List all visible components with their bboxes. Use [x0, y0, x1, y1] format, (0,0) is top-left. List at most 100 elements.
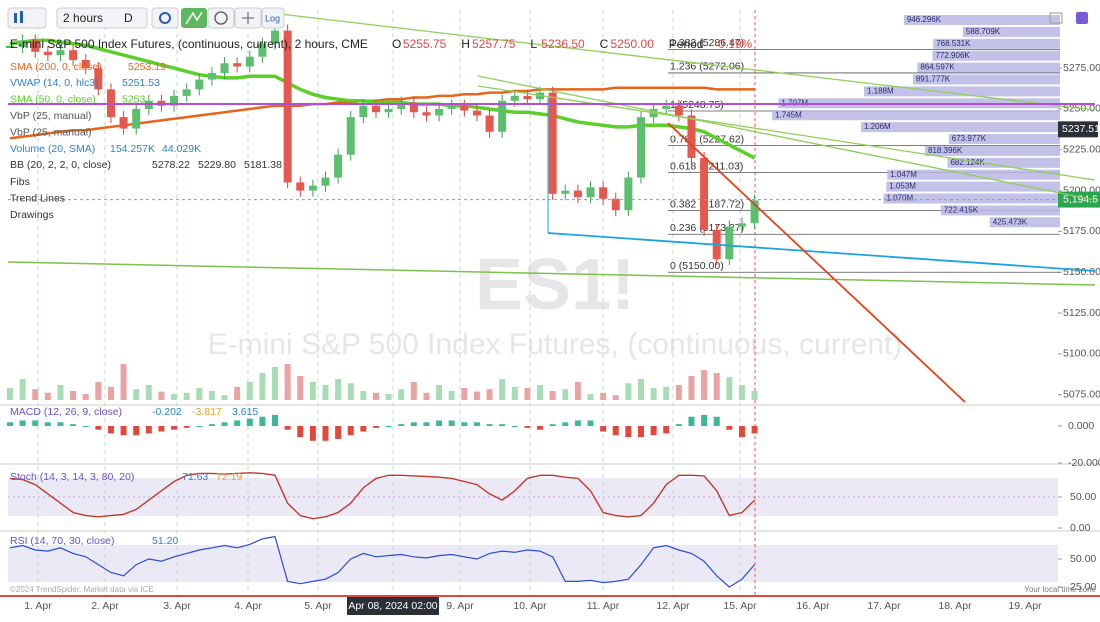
candle	[662, 105, 671, 109]
watermark-name: E-mini S&P 500 Index Futures, (continuou…	[208, 328, 903, 361]
ohlc-value: 5255.75	[403, 37, 447, 51]
log-button[interactable]	[261, 7, 285, 29]
candle	[69, 50, 78, 60]
macd-histogram-bar	[158, 425, 165, 432]
candle	[384, 108, 393, 113]
indicator-legend: RSI (14, 70, 30, close)	[10, 535, 114, 547]
macd-histogram-bar	[183, 425, 190, 428]
volume-bar	[385, 394, 392, 400]
candle	[573, 190, 582, 198]
volume-bar	[738, 385, 745, 400]
ohlc-value: -0.19%	[714, 37, 752, 51]
macd-histogram-bar	[436, 420, 443, 426]
volume-profile-label: 864.597K	[920, 63, 955, 72]
candle	[674, 105, 683, 116]
x-tick-label: 4. Apr	[234, 600, 262, 612]
volume-bar	[701, 370, 708, 400]
candle	[271, 30, 280, 44]
trend-line	[7, 261, 1096, 286]
volume-profile-bar	[989, 217, 1060, 228]
volume-bar	[171, 394, 178, 400]
volume-bar	[57, 385, 64, 400]
macd-histogram-bar	[638, 425, 644, 438]
last-price-tag	[1058, 121, 1098, 138]
volume-bar	[360, 391, 367, 400]
macd-histogram-bar	[246, 418, 253, 426]
volume-bar	[183, 392, 190, 400]
macd-histogram-bar	[32, 420, 39, 426]
ohlc-label: H	[461, 37, 470, 51]
icon[interactable]	[1076, 12, 1088, 24]
volume-bar	[751, 391, 758, 400]
y-tick-label: 5175.00	[1063, 225, 1100, 237]
fib-label: 0 (5150.00)	[670, 260, 724, 272]
trend-line	[547, 232, 1096, 272]
candle	[750, 200, 759, 224]
indicator-legend: MACD (12, 26, 9, close)	[10, 406, 122, 418]
volume-bar	[107, 386, 114, 400]
candle	[460, 105, 469, 111]
x-tick-label: 16. Apr	[796, 600, 830, 612]
volume-bar	[499, 379, 506, 400]
study-name: SMA (50, 0, close)	[10, 94, 96, 106]
y-tick-label: 5100.00	[1063, 348, 1100, 360]
volume-profile-label: 1.047M	[890, 170, 917, 179]
icon[interactable]	[1049, 12, 1063, 24]
chart-type-button[interactable]	[7, 7, 47, 29]
y-tick-label: 5075.00	[1063, 388, 1100, 400]
volume-bar	[246, 382, 253, 400]
chart-title: E-mini S&P 500 Index Futures, (continuou…	[10, 37, 368, 51]
study-name: VWAP (14, 0, hlc3)	[10, 77, 99, 89]
candle	[132, 108, 141, 129]
volume-profile-bar	[886, 181, 1060, 192]
candle	[624, 177, 633, 211]
macd-histogram-bar	[57, 422, 64, 426]
x-tick-label: 19. Apr	[1008, 600, 1042, 612]
y-tick-label: 5275.00	[1063, 62, 1100, 74]
indicator-value: -3.817	[192, 406, 222, 418]
volume-profile-label: 1.206M	[864, 122, 891, 131]
macd-histogram-bar	[297, 425, 304, 438]
volume-profile-label: 682.124K	[950, 158, 985, 167]
volume-bar	[335, 379, 342, 400]
volume-bar	[486, 389, 493, 400]
macd-histogram-bar	[347, 425, 354, 436]
timezone: Your local time zone	[1024, 585, 1096, 594]
x-tick-label: 9. Apr	[446, 600, 474, 612]
macd-histogram-bar	[145, 425, 152, 434]
macd-histogram-bar	[751, 425, 758, 434]
volume-profile-label: 772.906K	[935, 51, 970, 60]
volume-bar	[410, 382, 417, 400]
macd-histogram-bar	[410, 422, 417, 426]
indicator-value: -0.202	[152, 406, 182, 418]
trend-line	[477, 75, 1096, 201]
volume-bar	[511, 386, 518, 400]
trend-line	[477, 85, 1096, 181]
volume-bar	[448, 391, 455, 400]
macd-histogram-bar	[713, 416, 720, 426]
volume-bar	[638, 379, 644, 400]
candle	[220, 63, 229, 74]
volume-bar	[688, 376, 695, 400]
x-tick-label: 15. Apr	[723, 600, 757, 612]
interval-select[interactable]	[56, 7, 148, 29]
macd-histogram-bar	[234, 420, 241, 426]
volume-bar	[537, 385, 544, 400]
time-button[interactable]	[207, 7, 235, 29]
icon	[242, 12, 254, 24]
candle	[296, 182, 305, 191]
ohlc-label: C	[600, 37, 609, 51]
candle	[207, 73, 216, 80]
volume-bar	[436, 385, 443, 400]
study-name: BB (20, 2, 2, 0, close)	[10, 159, 111, 171]
candle	[31, 40, 40, 52]
candle	[321, 177, 330, 186]
period-label[interactable]: D	[124, 11, 133, 25]
stoch-line	[9, 472, 756, 520]
volume-bar	[549, 391, 556, 400]
settings-button[interactable]	[151, 7, 179, 29]
volume-profile-label: 946.296K	[907, 15, 942, 24]
auto-button[interactable]	[181, 8, 207, 28]
volume-bar	[120, 364, 127, 400]
y-tick-label: 5125.00	[1063, 307, 1100, 319]
